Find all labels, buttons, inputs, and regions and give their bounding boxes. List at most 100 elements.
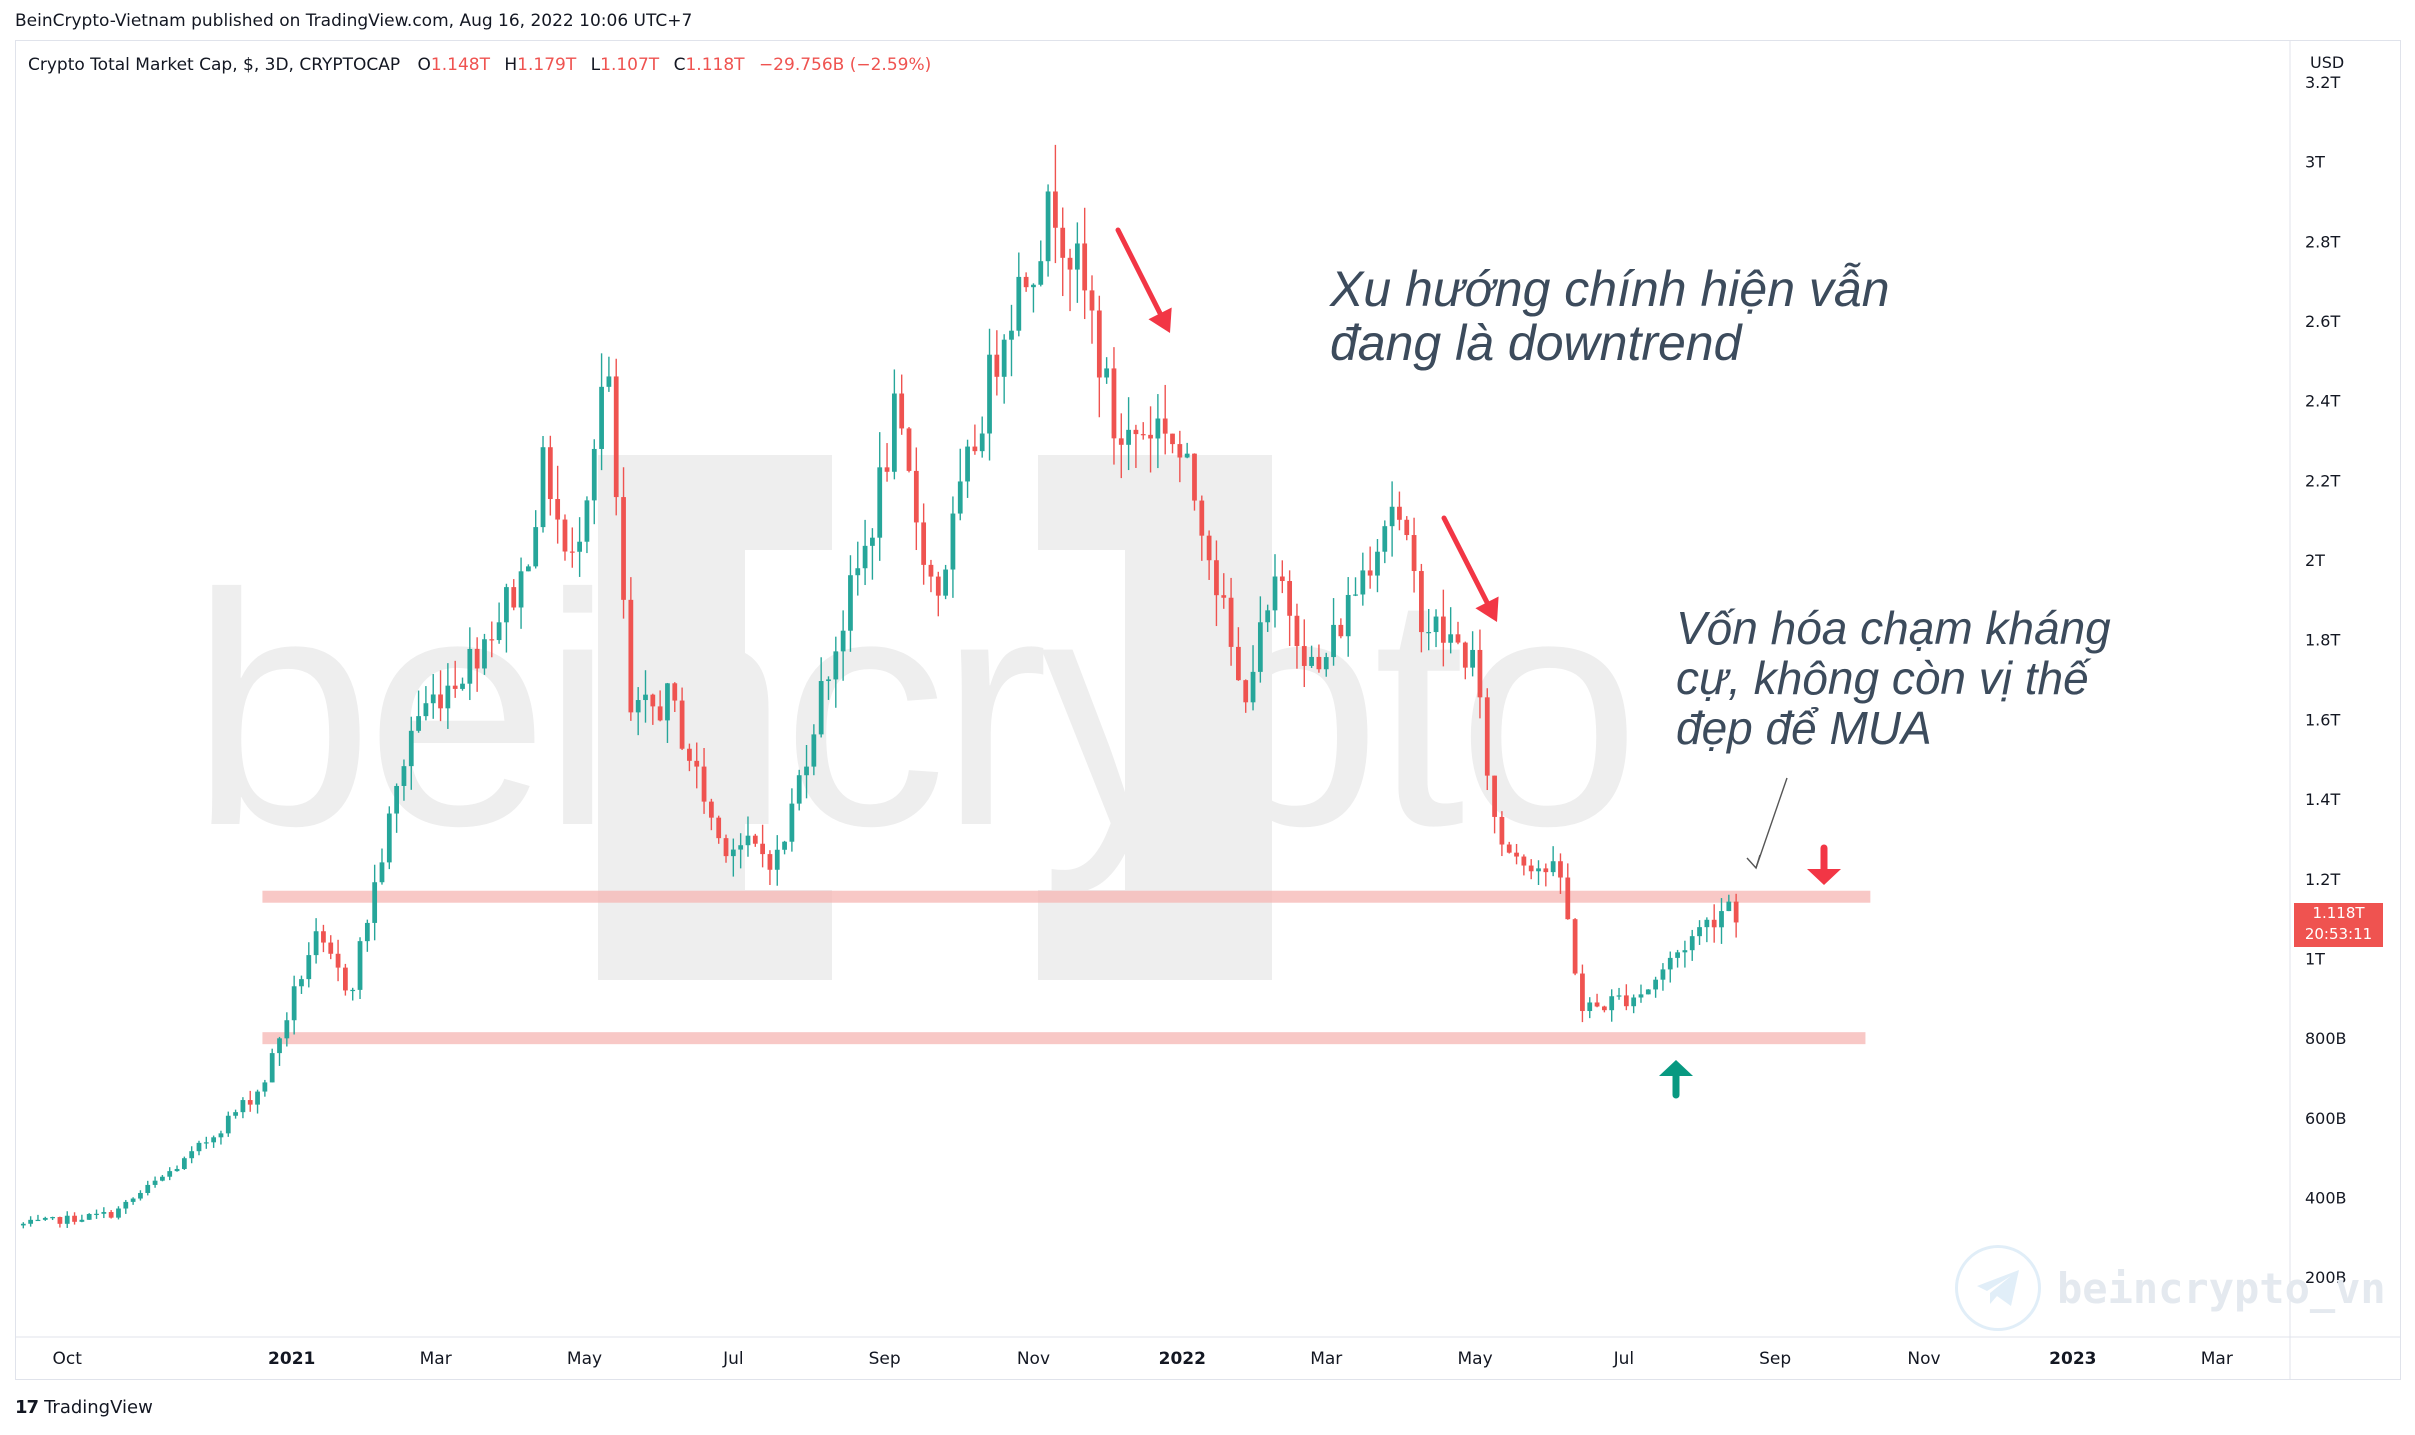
x-tick-label: 2023 (2049, 1349, 2096, 1369)
candle-body (123, 1201, 129, 1209)
candle-body (1089, 290, 1095, 311)
candle-body (745, 835, 751, 846)
candle-body (291, 986, 297, 1021)
candle-body (591, 448, 597, 501)
candle-body (870, 537, 875, 546)
x-tick-label: May (1457, 1349, 1492, 1369)
candle-body (284, 1020, 290, 1039)
candle-body (643, 694, 648, 701)
candle-body (1660, 969, 1666, 980)
down-trend-arrow-1-head (1148, 307, 1172, 333)
candle-body (145, 1184, 151, 1193)
symbol-name[interactable]: Crypto Total Market Cap, $, 3D, CRYPTOCA… (28, 55, 401, 75)
candle-body (101, 1212, 107, 1214)
candle-body (1104, 368, 1110, 378)
candle-body (979, 433, 985, 452)
candle-body (862, 545, 868, 569)
resistance-down-arrow-head (1807, 869, 1841, 885)
candle-body (518, 571, 524, 608)
y-tick-label: 1.6T (2305, 710, 2340, 729)
candle-body (1257, 622, 1263, 672)
candle-body (1279, 576, 1285, 582)
x-tick-label: 2021 (268, 1349, 315, 1369)
candle-body (1331, 624, 1336, 658)
candle-body (269, 1053, 275, 1083)
candle-body (1038, 261, 1044, 285)
candle-body (504, 587, 509, 623)
candle-body (540, 447, 546, 528)
candle-body (1645, 989, 1651, 995)
candle-body (1572, 919, 1578, 974)
candle-body (767, 854, 773, 870)
candle-body (1345, 594, 1351, 637)
footer-brand[interactable]: 17 TradingView (15, 1397, 153, 1418)
candle-body (489, 639, 495, 641)
candle-body (965, 446, 970, 482)
candle-body (1126, 429, 1131, 445)
chart-frame (15, 40, 2401, 1380)
channel-watermark: beincrypto_vn (1955, 1245, 2386, 1331)
candle-body (665, 683, 670, 721)
candle-body (1492, 775, 1497, 817)
candle-body (957, 481, 963, 514)
candle-body (196, 1142, 202, 1152)
candle-body (1404, 519, 1410, 536)
x-tick-label: Jul (722, 1349, 744, 1369)
candle-body (1506, 844, 1512, 853)
y-tick-label: 200B (2305, 1268, 2347, 1287)
candle-body (1206, 535, 1212, 561)
candle-body (1653, 979, 1659, 990)
candle-body (138, 1192, 143, 1199)
candle-body (569, 551, 575, 553)
candle-body (1609, 996, 1615, 1011)
y-tick-label: 3T (2305, 153, 2325, 172)
candle-body (1250, 671, 1256, 703)
last-price-value: 1.118T (2312, 904, 2365, 922)
down-trend-arrow-2-shaft (1441, 515, 1490, 605)
y-tick-label: 400B (2305, 1189, 2347, 1208)
candle-body (1550, 861, 1556, 873)
candle-body (460, 683, 465, 689)
candle-body (20, 1223, 26, 1226)
candle-body (416, 716, 421, 731)
candle-body (94, 1213, 99, 1215)
candle-body (833, 651, 839, 680)
candle-body (1411, 535, 1417, 572)
candle-body (818, 681, 824, 735)
candle-body (1023, 276, 1029, 288)
candle-body (555, 499, 561, 520)
candle-body (1389, 506, 1395, 527)
candle-body (672, 683, 678, 701)
candle-body (335, 953, 341, 968)
candle-body (306, 955, 312, 980)
candle-body (1118, 438, 1124, 445)
candle-body (899, 393, 905, 429)
candle-body (364, 922, 370, 942)
candle-body (357, 941, 363, 990)
watermark-bracket-right (1038, 455, 1272, 980)
candle-body (1265, 610, 1271, 623)
candle-body (891, 393, 897, 472)
candle-body (64, 1215, 70, 1224)
candle-body (255, 1091, 260, 1105)
annotation-downtrend-line1: Xu hướng chính hiện vẫn (1330, 261, 1890, 317)
x-tick-label: Jul (1613, 1349, 1635, 1369)
down-trend-arrow-2 (1441, 515, 1499, 622)
candle-body (152, 1180, 158, 1185)
candle-body (906, 428, 912, 471)
currency-label[interactable]: USD (2310, 53, 2345, 72)
candle-body (372, 882, 378, 923)
down-trend-arrow-2-head (1475, 596, 1499, 622)
tradingview-logo-icon: 17 (15, 1397, 39, 1418)
publish-info: BeinCrypto-Vietnam published on TradingV… (15, 11, 693, 31)
candle-body (782, 841, 787, 850)
candle-body (1221, 595, 1227, 598)
candle-body (687, 748, 692, 761)
candle-body (1375, 551, 1380, 576)
y-tick-label: 2T (2305, 551, 2325, 570)
candle-body (789, 803, 795, 842)
arrows-group (1115, 227, 1841, 1099)
x-tick-label: Oct (53, 1349, 83, 1369)
low-label: L (590, 55, 601, 75)
